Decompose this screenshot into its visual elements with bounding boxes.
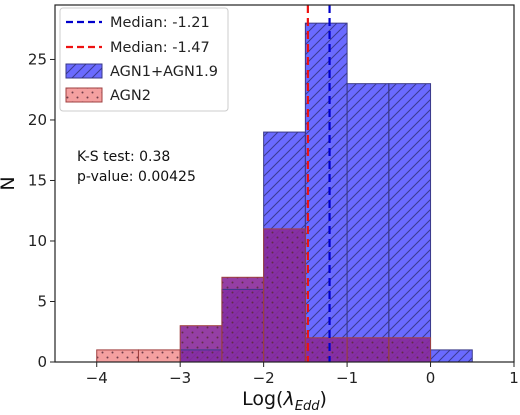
bar-agn2-hatch — [263, 228, 306, 362]
x-tick-label: 0 — [426, 369, 436, 387]
x-axis-label-prefix: Log( — [242, 388, 283, 410]
legend-agn1-label: AGN1+AGN1.9 — [110, 64, 218, 80]
ks-test-annotation: K-S test: 0.38 — [77, 149, 170, 165]
legend-median-red-label: Median: -1.47 — [110, 40, 210, 56]
bar-agn1-hatch — [388, 83, 431, 363]
y-tick-label: 20 — [28, 111, 47, 129]
annotation-block: K-S test: 0.38 p-value: 0.00425 — [77, 149, 196, 185]
y-tick-label: 5 — [37, 292, 47, 310]
bar-agn2-hatch — [180, 325, 222, 362]
legend: Median: -1.21 Median: -1.47 AGN1+AGN1.9 … — [59, 7, 229, 112]
plot-frame — [54, 4, 515, 363]
bar-agn1-hatch — [305, 23, 348, 363]
bar-agn1-hatch — [347, 83, 389, 363]
x-tick-label: −3 — [169, 369, 191, 387]
bar-agn2-hatch — [305, 337, 348, 362]
bars-layer — [96, 22, 473, 363]
y-tick-label: 25 — [28, 50, 47, 68]
median-layer — [306, 5, 331, 362]
bar-agn2-hatch — [388, 337, 431, 362]
x-tick-label: 1 — [509, 369, 519, 387]
y-axis-label: N — [0, 176, 19, 190]
legend-agn1-swatch-hatch — [66, 64, 102, 78]
x-tick-label: −2 — [253, 369, 275, 387]
bar-agn2-hatch — [221, 277, 264, 362]
legend-agn2-swatch-hatch — [66, 88, 102, 102]
y-tick-label: 10 — [28, 232, 47, 250]
bar-agn1-hatch — [430, 349, 473, 362]
bar-agn2-hatch — [347, 337, 389, 362]
x-axis-label-subscript: Edd — [295, 399, 320, 414]
legend-median-blue-label: Median: -1.21 — [110, 15, 210, 31]
x-axis-label: Log(λEdd) — [242, 388, 327, 414]
bar-agn2-hatch — [138, 349, 181, 362]
legend-agn2-label: AGN2 — [110, 88, 151, 104]
y-tick-label: 15 — [28, 171, 47, 189]
x-tick-label: −1 — [336, 369, 358, 387]
legend-box — [59, 7, 229, 112]
p-value-annotation: p-value: 0.00425 — [77, 169, 196, 185]
x-axis-label-suffix: ) — [319, 388, 326, 410]
bar-agn2-hatch — [96, 349, 139, 362]
x-tick-label: −4 — [86, 369, 108, 387]
y-tick-label: 0 — [37, 353, 47, 371]
x-axis-label-symbol: λ — [282, 388, 294, 410]
